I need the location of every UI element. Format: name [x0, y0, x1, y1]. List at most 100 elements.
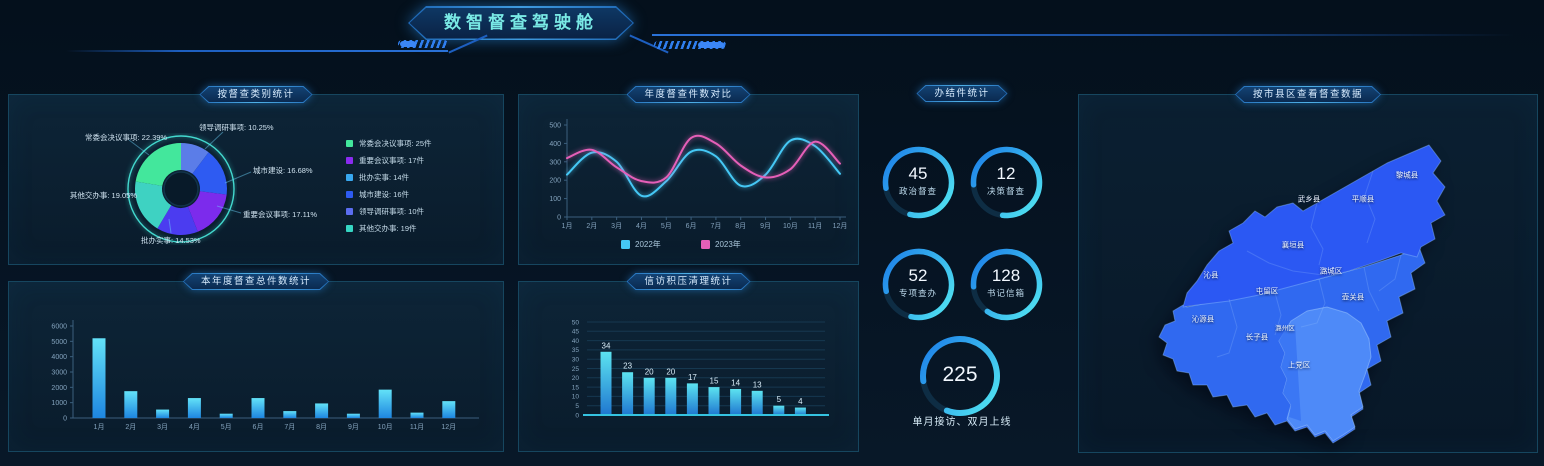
line-series-2023年 — [566, 134, 841, 184]
panel-completed-title: 办结件统计 — [934, 88, 990, 99]
legend-item-领导调研事项[interactable]: 领导调研事项: 10件 — [346, 203, 432, 220]
panel-total-count: 本年度督查总件数统计 0 1000 2000 3000 4000 5000 6000 1月 2月… — [8, 281, 504, 452]
svg-text:25: 25 — [572, 366, 580, 373]
svg-text:0: 0 — [575, 412, 579, 419]
panel-map-title: 按市县区查看督查数据 — [1252, 89, 1364, 100]
total-bar-7月 — [283, 411, 297, 418]
total-bar-11月 — [410, 412, 424, 418]
svg-text:4月: 4月 — [189, 423, 200, 431]
svg-text:5月: 5月 — [221, 423, 232, 431]
gauge-决策督查: 12 决策督查 — [965, 141, 1048, 224]
line-legend-2022年[interactable]: 2022年 — [621, 239, 661, 250]
line-legend-label: 2022年 — [635, 240, 661, 249]
pie-callout-领导调研事项: 领导调研事项: 10.25% — [199, 123, 274, 132]
legend-item-城市建设[interactable]: 城市建设: 16件 — [346, 186, 432, 203]
line-legend-swatch — [701, 240, 710, 249]
line-legend-label: 2023年 — [715, 240, 741, 249]
pie-slice-批办实事[interactable] — [157, 205, 198, 235]
pie-leader-lines — [125, 131, 252, 234]
svg-text:500: 500 — [549, 123, 561, 130]
category-donut-chart[interactable] — [125, 133, 237, 245]
pie-slice-城市建设[interactable] — [192, 152, 227, 195]
gauge-label: 书记信箱 — [986, 288, 1025, 298]
total-bar-3月 — [156, 409, 170, 418]
total-bar-chart: 0 1000 2000 3000 4000 5000 6000 1月 2月 3月 4月 5月 6月 7月 8… — [51, 320, 479, 431]
svg-text:1月: 1月 — [94, 423, 105, 431]
map-region-label-壶关县[interactable]: 壶关县 — [1341, 292, 1365, 302]
gauge-label: 政治督查 — [898, 186, 937, 196]
total-bar-5月 — [219, 413, 233, 418]
petition-bar-1 — [600, 351, 612, 415]
pie-callout-常委会决议事项: 常委会决议事项: 22.39% — [85, 133, 168, 142]
petition-bar-10 — [794, 407, 806, 415]
svg-text:30: 30 — [572, 357, 580, 364]
svg-text:12月: 12月 — [833, 222, 848, 230]
petition-bar-9 — [773, 405, 785, 415]
gauge-value: 45 — [908, 164, 928, 183]
map-region-label-潞州区[interactable]: 潞州区 — [1275, 325, 1295, 332]
pie-slice-重要会议事项[interactable] — [187, 191, 227, 232]
legend-swatch — [346, 174, 353, 181]
panel-yearly-header: 年度督查件数对比 — [626, 86, 750, 103]
legend-item-批办实事[interactable]: 批办实事: 14件 — [346, 169, 432, 186]
svg-text:12月: 12月 — [441, 423, 456, 431]
pie-slice-常委会决议事项[interactable] — [135, 143, 182, 186]
map-county-borders — [1216, 170, 1402, 358]
svg-text:35: 35 — [572, 347, 580, 354]
svg-text:10月: 10月 — [783, 222, 798, 230]
page-title: 数智督查驾驶舱 — [444, 13, 598, 32]
map-region-label-屯留区[interactable]: 屯留区 — [1255, 286, 1279, 296]
map-region-label-武乡县[interactable]: 武乡县 — [1297, 194, 1321, 204]
line-legend-2023年[interactable]: 2023年 — [701, 239, 741, 250]
svg-text:5: 5 — [777, 395, 782, 404]
map-region-label-潞城区[interactable]: 潞城区 — [1319, 266, 1343, 276]
map-region-label-平顺县[interactable]: 平顺县 — [1351, 194, 1375, 204]
legend-item-重要会议事项[interactable]: 重要会议事项: 17件 — [346, 152, 432, 169]
petition-bar-3 — [643, 377, 655, 415]
map-region-label-长子县[interactable]: 长子县 — [1245, 332, 1269, 342]
petition-bar-8 — [751, 390, 763, 415]
yearly-line-chart: 0 100 200 300 400 500 1月 2月 3月 4月 5月 6月 7月 8月 9月 10月 11月… — [549, 119, 848, 230]
svg-text:5000: 5000 — [51, 339, 67, 346]
pie-slice-其他交办事[interactable] — [135, 181, 172, 229]
map-north-region[interactable] — [1182, 144, 1446, 308]
svg-text:4: 4 — [798, 397, 803, 406]
legend-item-其他交办事[interactable]: 其他交办事: 19件 — [346, 220, 432, 237]
svg-text:6月: 6月 — [686, 222, 697, 230]
banner-hexagon — [410, 8, 633, 39]
panel-completed-items: 办结件统计 45 政治督查 12 决策督查 52 专项查办 128 书记信箱 225 单月接访、… — [860, 94, 1064, 451]
petition-bar-6 — [708, 387, 720, 415]
map-region-label-沁县[interactable]: 沁县 — [1203, 270, 1219, 280]
panel-petition-cleanup: 信访积压清理统计 0 5 10 15 20 25 30 35 40 45 50 34 23 20 20 17 1… — [518, 281, 859, 452]
svg-text:8月: 8月 — [735, 222, 746, 230]
svg-text:1月: 1月 — [562, 222, 573, 230]
total-bar-12月 — [442, 401, 456, 418]
pie-callout-城市建设: 城市建设: 16.68% — [253, 166, 313, 175]
map-region-label-上党区[interactable]: 上党区 — [1287, 360, 1311, 370]
panel-total-title: 本年度督查总件数统计 — [200, 276, 312, 287]
svg-text:34: 34 — [602, 341, 611, 350]
pie-callout-其他交办事: 其他交办事: 19.05% — [69, 191, 137, 200]
total-bar-2月 — [124, 391, 138, 418]
svg-text:2000: 2000 — [51, 385, 67, 392]
svg-text:1000: 1000 — [51, 400, 67, 407]
gauge-书记信箱: 128 书记信箱 — [965, 243, 1048, 326]
gauge-label: 专项查办 — [898, 288, 937, 298]
panel-region-map: 按市县区查看督查数据 黎城县 平顺县 武乡县 襄垣县 潞城区 沁县 屯留区 壶关县 沁源县 潞州区… — [1078, 94, 1538, 453]
petition-bar-chart: 0 5 10 15 20 25 30 35 40 45 50 34 23 20 20 17 15 14 13 5 4 — [572, 319, 829, 419]
pie-slice-领导调研事项[interactable] — [181, 143, 209, 174]
svg-text:7月: 7月 — [284, 423, 295, 431]
petition-bar-7 — [730, 388, 742, 415]
map-region-label-襄垣县[interactable]: 襄垣县 — [1281, 240, 1305, 250]
panel-category-header: 按督查类别统计 — [199, 86, 312, 103]
svg-text:7月: 7月 — [710, 222, 721, 230]
panel-yearly-comparison: 年度督查件数对比 0 100 200 300 400 500 1月 2月 3月 4月 5月 6月 7月 8… — [518, 94, 859, 265]
svg-text:0: 0 — [63, 416, 67, 423]
legend-label: 常委会决议事项: 25件 — [359, 139, 432, 148]
region-map[interactable] — [1079, 95, 1537, 452]
map-region-label-黎城县[interactable]: 黎城县 — [1395, 170, 1419, 180]
map-region-label-沁源县[interactable]: 沁源县 — [1191, 314, 1215, 324]
legend-item-常委会决议事项[interactable]: 常委会决议事项: 25件 — [346, 135, 432, 152]
svg-text:23: 23 — [623, 362, 632, 371]
svg-text:13: 13 — [753, 380, 762, 389]
